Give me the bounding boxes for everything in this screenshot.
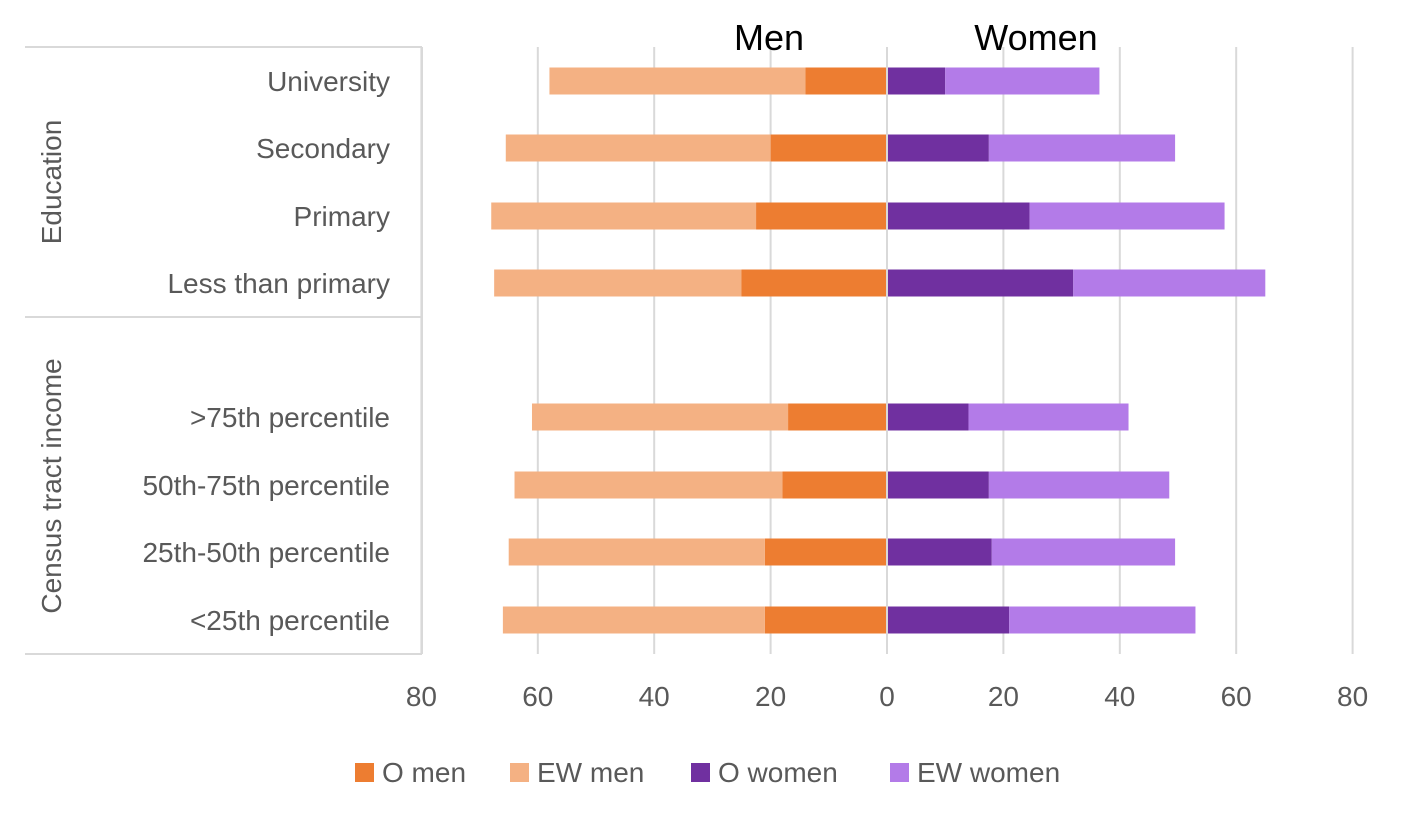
bar-ew-women <box>988 471 1170 499</box>
bar-ew-men <box>508 538 765 566</box>
bar-ew-men <box>494 269 742 297</box>
bar-o-women <box>887 403 969 431</box>
category-label: <25th percentile <box>190 605 390 636</box>
tick-label: 40 <box>639 681 670 712</box>
bar-ew-men <box>549 67 806 95</box>
men-title: Men <box>734 17 804 58</box>
bar-o-women <box>887 538 992 566</box>
bar-ew-women <box>1009 606 1196 634</box>
bar-o-women <box>887 269 1074 297</box>
tick-label: 80 <box>406 681 437 712</box>
category-label: University <box>267 66 390 97</box>
legend-label-o-women: O women <box>718 757 838 788</box>
bar-o-women <box>887 471 989 499</box>
bar-o-men <box>741 269 887 297</box>
bar-ew-women <box>1029 202 1225 230</box>
bar-ew-women <box>968 403 1129 431</box>
bar-o-women <box>887 67 946 95</box>
legend-label-ew-women: EW women <box>917 757 1060 788</box>
tick-label: 20 <box>755 681 786 712</box>
bar-ew-women <box>1073 269 1266 297</box>
bar-o-women <box>887 606 1010 634</box>
category-label: >75th percentile <box>190 402 390 433</box>
bar-o-men <box>756 202 887 230</box>
tick-label: 60 <box>1221 681 1252 712</box>
bar-ew-women <box>991 538 1176 566</box>
category-label: 50th-75th percentile <box>142 470 390 501</box>
bar-o-men <box>770 134 887 162</box>
bars <box>491 47 1266 654</box>
bar-o-women <box>887 134 989 162</box>
bar-ew-men <box>505 134 771 162</box>
category-label: Less than primary <box>167 268 390 299</box>
category-label: Secondary <box>256 133 390 164</box>
tick-label: 0 <box>879 681 895 712</box>
bar-o-men <box>764 606 887 634</box>
bar-ew-women <box>988 134 1176 162</box>
tick-label: 60 <box>522 681 553 712</box>
legend-label-ew-men: EW men <box>537 757 644 788</box>
bar-ew-men <box>502 606 765 634</box>
group-label-education: Education <box>36 120 67 245</box>
x-axis-ticks: 80 60 40 20 0 20 40 60 80 <box>406 681 1368 712</box>
bar-o-men <box>782 471 887 499</box>
bar-o-men <box>805 67 887 95</box>
legend-swatch-o-men <box>355 763 374 782</box>
tick-label: 20 <box>988 681 1019 712</box>
tick-label: 40 <box>1104 681 1135 712</box>
group-label-census-tract-income: Census tract income <box>36 358 67 613</box>
bar-ew-women <box>945 67 1100 95</box>
legend: O men EW men O women EW women <box>355 757 1060 788</box>
category-frame <box>25 46 423 655</box>
legend-swatch-ew-men <box>510 763 529 782</box>
bar-o-men <box>788 403 887 431</box>
bar-ew-men <box>531 403 789 431</box>
category-label: 25th-50th percentile <box>142 537 390 568</box>
legend-swatch-ew-women <box>890 763 909 782</box>
legend-label-o-men: O men <box>382 757 466 788</box>
bar-ew-men <box>514 471 783 499</box>
bar-o-men <box>764 538 887 566</box>
tick-label: 80 <box>1337 681 1368 712</box>
category-label: Primary <box>294 201 390 232</box>
category-labels: University Secondary Primary Less than prim… <box>36 66 390 636</box>
bar-o-women <box>887 202 1030 230</box>
women-title: Women <box>974 17 1097 58</box>
bar-ew-men <box>491 202 757 230</box>
legend-swatch-o-women <box>691 763 710 782</box>
